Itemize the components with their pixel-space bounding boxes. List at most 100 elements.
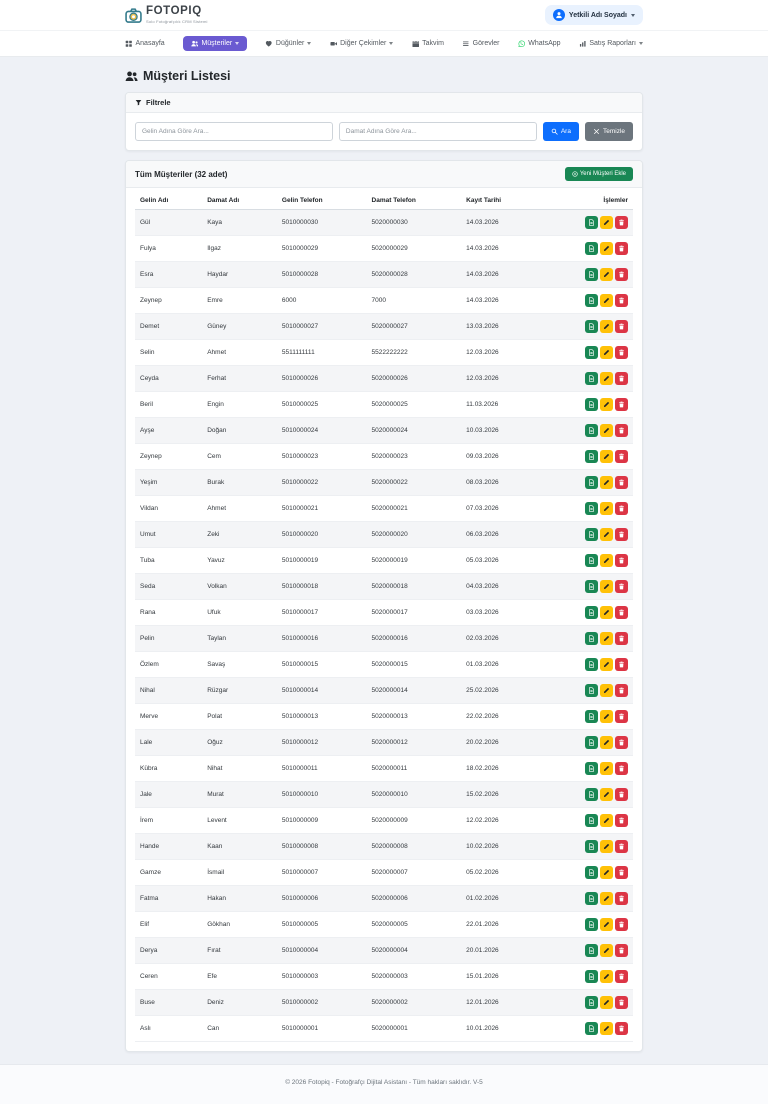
nav-item-satis-raporlari[interactable]: Satış Raporları — [579, 40, 643, 48]
nav-item-dugunler[interactable]: Düğünler — [265, 40, 312, 48]
edit-button[interactable] — [600, 892, 613, 905]
delete-button[interactable] — [615, 762, 628, 775]
delete-button[interactable] — [615, 788, 628, 801]
delete-button[interactable] — [615, 736, 628, 749]
detail-button[interactable] — [585, 424, 598, 437]
nav-item-anasayfa[interactable]: Anasayfa — [125, 40, 165, 48]
delete-button[interactable] — [615, 918, 628, 931]
delete-button[interactable] — [615, 424, 628, 437]
edit-button[interactable] — [600, 996, 613, 1009]
detail-button[interactable] — [585, 606, 598, 619]
edit-button[interactable] — [600, 216, 613, 229]
edit-button[interactable] — [600, 268, 613, 281]
detail-button[interactable] — [585, 476, 598, 489]
delete-button[interactable] — [615, 892, 628, 905]
edit-button[interactable] — [600, 450, 613, 463]
edit-button[interactable] — [600, 710, 613, 723]
delete-button[interactable] — [615, 476, 628, 489]
edit-button[interactable] — [600, 398, 613, 411]
edit-button[interactable] — [600, 372, 613, 385]
edit-button[interactable] — [600, 424, 613, 437]
edit-button[interactable] — [600, 814, 613, 827]
delete-button[interactable] — [615, 632, 628, 645]
detail-button[interactable] — [585, 762, 598, 775]
detail-button[interactable] — [585, 632, 598, 645]
detail-button[interactable] — [585, 346, 598, 359]
nav-item-gorevler[interactable]: Görevler — [462, 40, 500, 48]
detail-button[interactable] — [585, 216, 598, 229]
detail-button[interactable] — [585, 398, 598, 411]
detail-button[interactable] — [585, 814, 598, 827]
nav-item-takvim[interactable]: Takvim — [412, 40, 444, 48]
edit-button[interactable] — [600, 918, 613, 931]
edit-button[interactable] — [600, 502, 613, 515]
detail-button[interactable] — [585, 892, 598, 905]
add-customer-button[interactable]: Yeni Müşteri Ekle — [564, 167, 633, 181]
delete-button[interactable] — [615, 944, 628, 957]
delete-button[interactable] — [615, 528, 628, 541]
edit-button[interactable] — [600, 840, 613, 853]
edit-button[interactable] — [600, 580, 613, 593]
delete-button[interactable] — [615, 970, 628, 983]
edit-button[interactable] — [600, 294, 613, 307]
detail-button[interactable] — [585, 502, 598, 515]
detail-button[interactable] — [585, 658, 598, 671]
nav-item-musteriler[interactable]: Müşteriler — [182, 35, 248, 52]
edit-button[interactable] — [600, 242, 613, 255]
detail-button[interactable] — [585, 320, 598, 333]
delete-button[interactable] — [615, 710, 628, 723]
nav-item-whatsapp[interactable]: WhatsApp — [518, 40, 561, 48]
delete-button[interactable] — [615, 814, 628, 827]
detail-button[interactable] — [585, 268, 598, 281]
search-button[interactable]: Ara — [542, 122, 579, 141]
delete-button[interactable] — [615, 606, 628, 619]
groom-name-search-input[interactable] — [338, 122, 537, 141]
detail-button[interactable] — [585, 996, 598, 1009]
delete-button[interactable] — [615, 996, 628, 1009]
delete-button[interactable] — [615, 658, 628, 671]
detail-button[interactable] — [585, 840, 598, 853]
edit-button[interactable] — [600, 762, 613, 775]
delete-button[interactable] — [615, 346, 628, 359]
detail-button[interactable] — [585, 866, 598, 879]
detail-button[interactable] — [585, 294, 598, 307]
nav-item-diger-cekimler[interactable]: Diğer Çekimler — [330, 40, 394, 48]
delete-button[interactable] — [615, 840, 628, 853]
detail-button[interactable] — [585, 736, 598, 749]
detail-button[interactable] — [585, 684, 598, 697]
delete-button[interactable] — [615, 294, 628, 307]
delete-button[interactable] — [615, 554, 628, 567]
detail-button[interactable] — [585, 970, 598, 983]
detail-button[interactable] — [585, 580, 598, 593]
delete-button[interactable] — [615, 320, 628, 333]
edit-button[interactable] — [600, 346, 613, 359]
delete-button[interactable] — [615, 866, 628, 879]
delete-button[interactable] — [615, 372, 628, 385]
detail-button[interactable] — [585, 788, 598, 801]
edit-button[interactable] — [600, 944, 613, 957]
detail-button[interactable] — [585, 242, 598, 255]
delete-button[interactable] — [615, 450, 628, 463]
edit-button[interactable] — [600, 554, 613, 567]
detail-button[interactable] — [585, 710, 598, 723]
delete-button[interactable] — [615, 502, 628, 515]
delete-button[interactable] — [615, 1022, 628, 1035]
delete-button[interactable] — [615, 242, 628, 255]
detail-button[interactable] — [585, 1022, 598, 1035]
edit-button[interactable] — [600, 788, 613, 801]
detail-button[interactable] — [585, 528, 598, 541]
detail-button[interactable] — [585, 944, 598, 957]
edit-button[interactable] — [600, 320, 613, 333]
edit-button[interactable] — [600, 632, 613, 645]
edit-button[interactable] — [600, 866, 613, 879]
edit-button[interactable] — [600, 736, 613, 749]
delete-button[interactable] — [615, 684, 628, 697]
bride-name-search-input[interactable] — [135, 122, 333, 141]
detail-button[interactable] — [585, 554, 598, 567]
edit-button[interactable] — [600, 476, 613, 489]
delete-button[interactable] — [615, 216, 628, 229]
detail-button[interactable] — [585, 372, 598, 385]
delete-button[interactable] — [615, 398, 628, 411]
clear-filter-button[interactable]: Temizle — [584, 122, 634, 141]
edit-button[interactable] — [600, 684, 613, 697]
